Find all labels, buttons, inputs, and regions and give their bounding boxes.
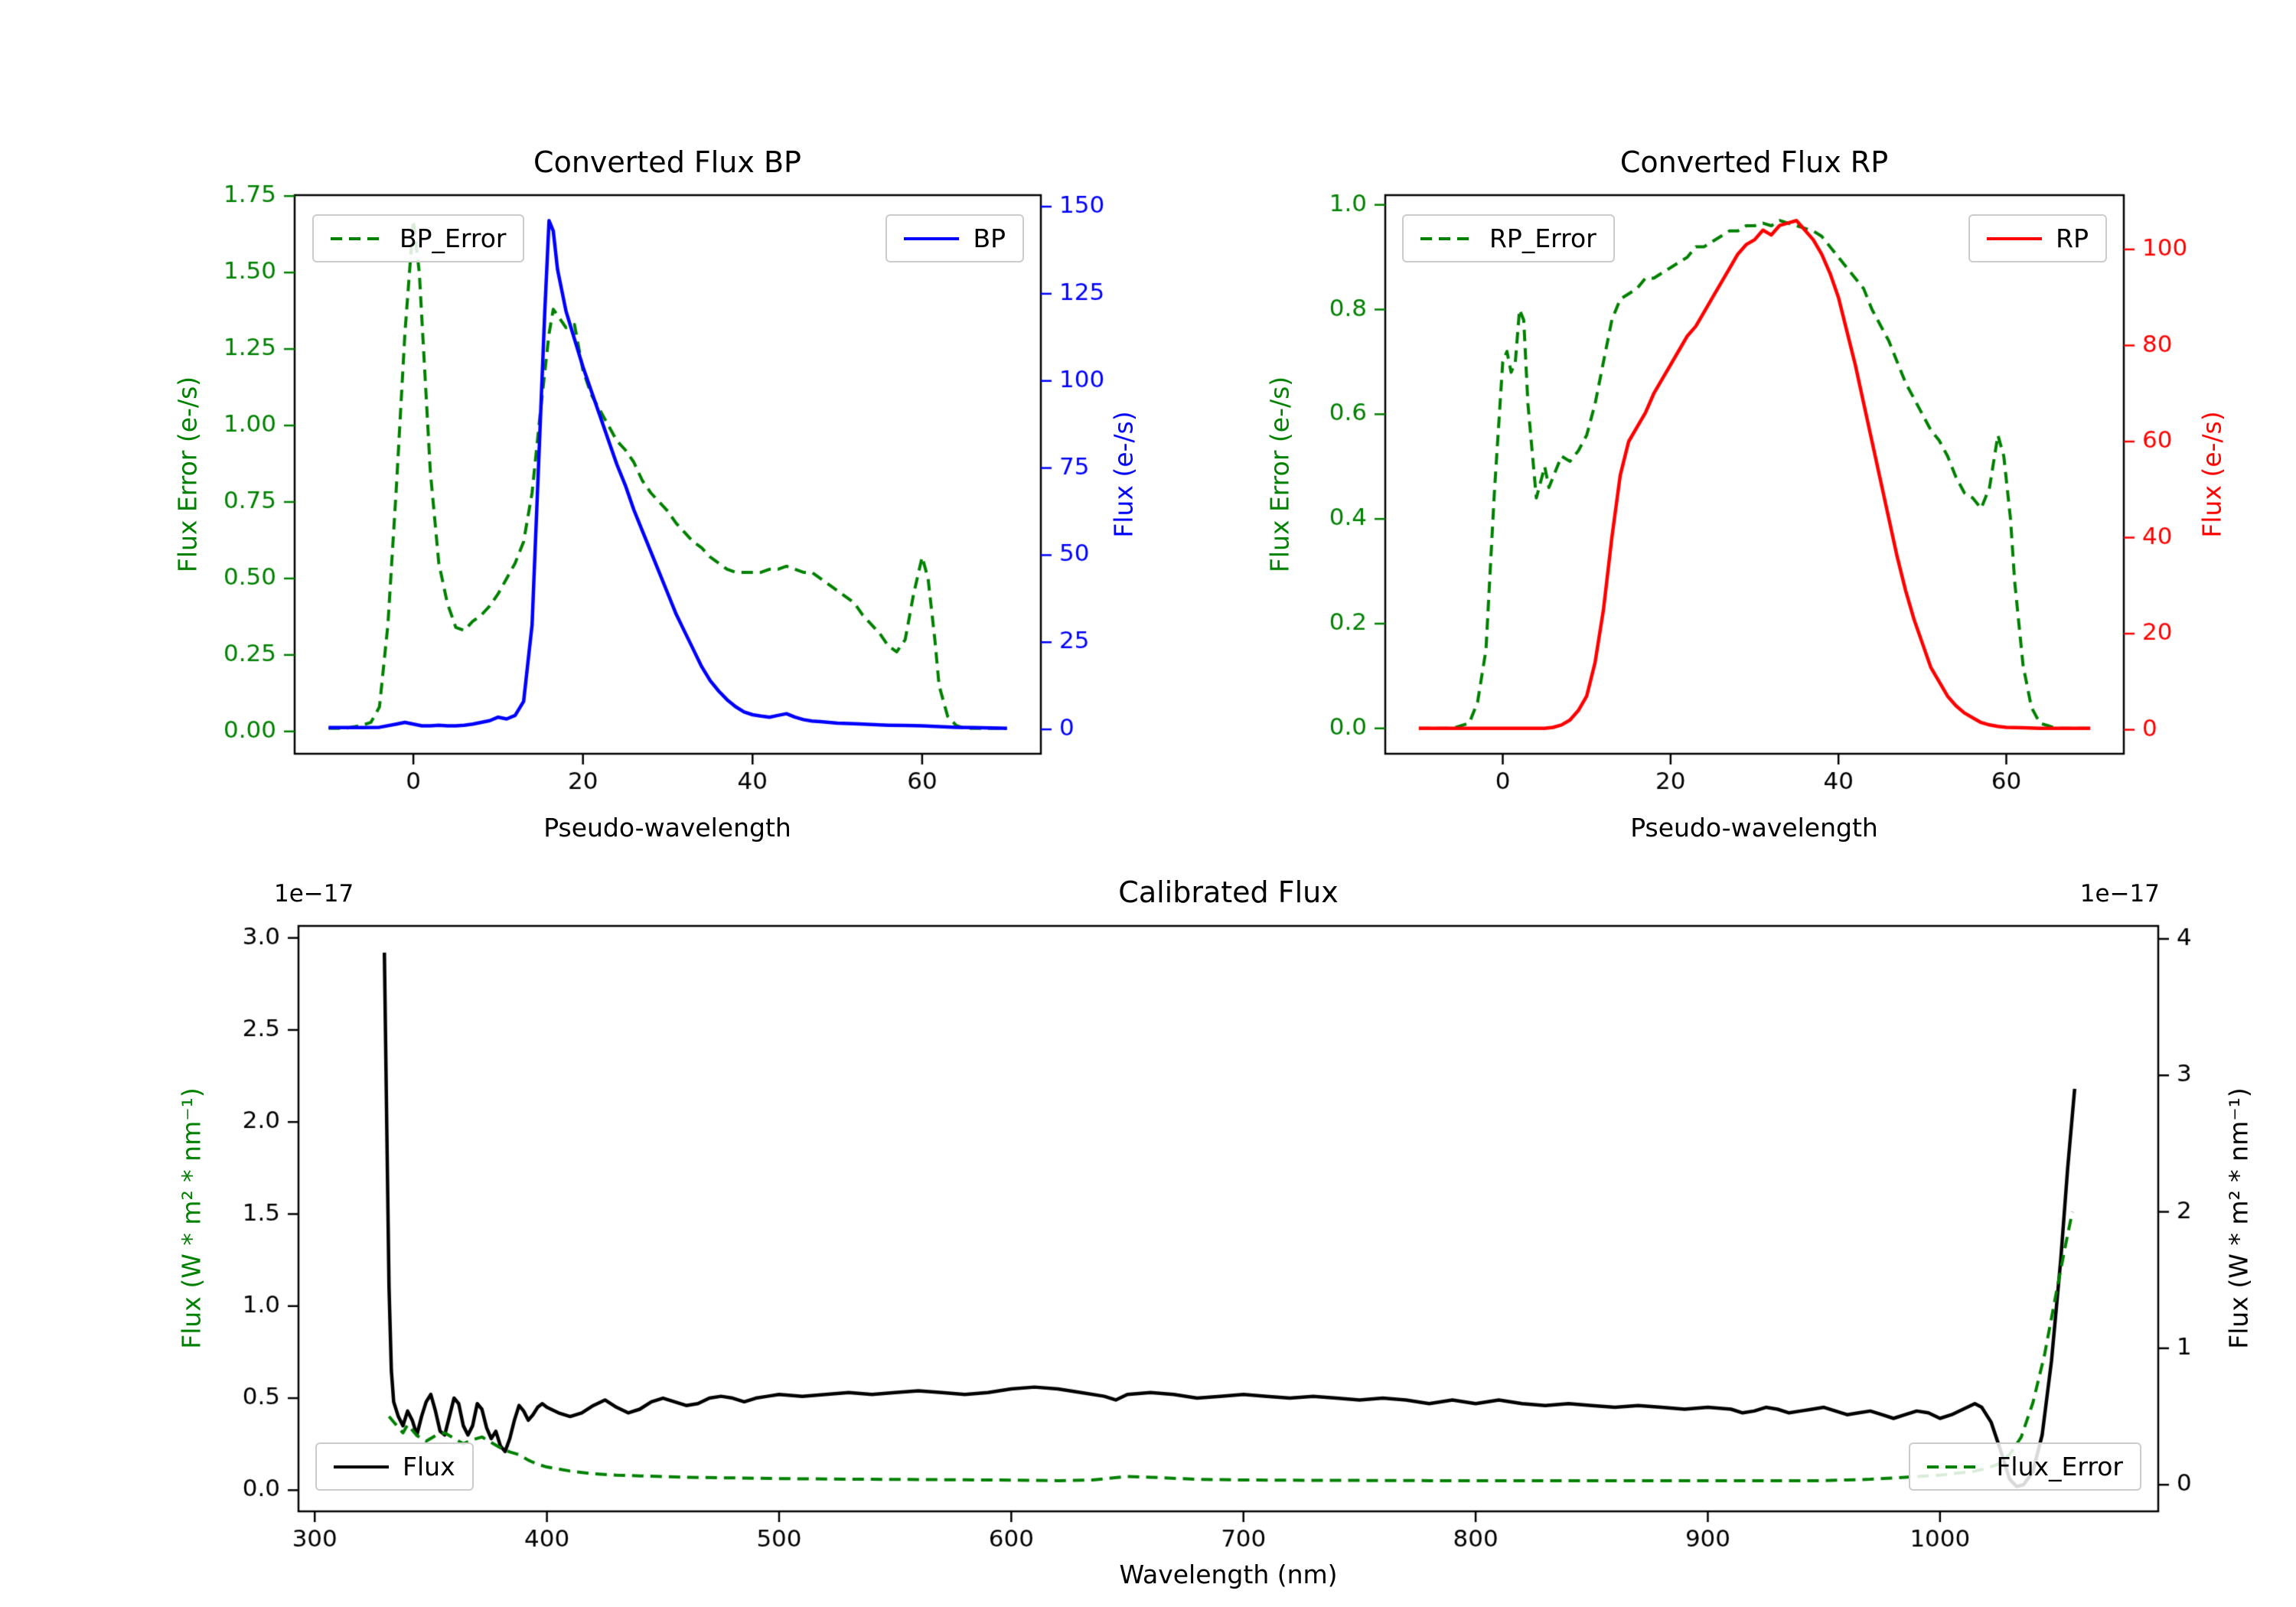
axis-offset-left: 1e−17 xyxy=(274,880,354,908)
chart-rp-ylabel-right: Flux (e-/s) xyxy=(2197,411,2227,538)
legend-flux-error-label: Flux_Error xyxy=(1996,1452,2123,1482)
chart-calibrated-xlabel: Wavelength (nm) xyxy=(1119,1560,1338,1589)
chart-rp-title: Converted Flux RP xyxy=(1619,145,1889,179)
flux-line-sample xyxy=(334,1465,389,1468)
legend-bp-error-label: BP_Error xyxy=(400,223,507,253)
flux-error-line-sample xyxy=(1927,1465,1983,1468)
chart-bp-title: Converted Flux BP xyxy=(533,145,801,179)
rp-line-sample xyxy=(1987,236,2043,240)
legend-bp-error: BP_Error xyxy=(312,214,525,262)
chart-rp-ylabel-left: Flux Error (e-/s) xyxy=(1264,376,1295,573)
chart-rp-xlabel: Pseudo-wavelength xyxy=(1630,813,1878,843)
bp-error-line-sample xyxy=(331,236,386,240)
legend-rp-label: RP xyxy=(2056,223,2089,253)
legend-bp: BP xyxy=(885,214,1024,262)
legend-rp-error: RP_Error xyxy=(1402,214,1615,262)
legend-rp-error-label: RP_Error xyxy=(1489,223,1596,253)
bp-line-sample xyxy=(904,236,960,240)
legend-rp: RP xyxy=(1968,214,2107,262)
legend-flux: Flux xyxy=(315,1442,474,1491)
chart-calibrated-ylabel-left: Flux (W * m² * nm⁻¹) xyxy=(176,1087,207,1349)
chart-bp-ylabel-right: Flux (e-/s) xyxy=(1108,411,1139,538)
rp-error-line-sample xyxy=(1420,236,1476,240)
chart-calibrated-title: Calibrated Flux xyxy=(1118,875,1339,909)
chart-bp-ylabel-left: Flux Error (e-/s) xyxy=(172,376,203,573)
axis-offset-right: 1e−17 xyxy=(2079,880,2160,908)
legend-flux-label: Flux xyxy=(403,1452,455,1482)
chart-bp-xlabel: Pseudo-wavelength xyxy=(543,813,791,843)
legend-bp-label: BP xyxy=(973,223,1006,253)
chart-calibrated-ylabel-right: Flux (W * m² * nm⁻¹) xyxy=(2223,1087,2254,1349)
legend-flux-error: Flux_Error xyxy=(1909,1442,2141,1491)
